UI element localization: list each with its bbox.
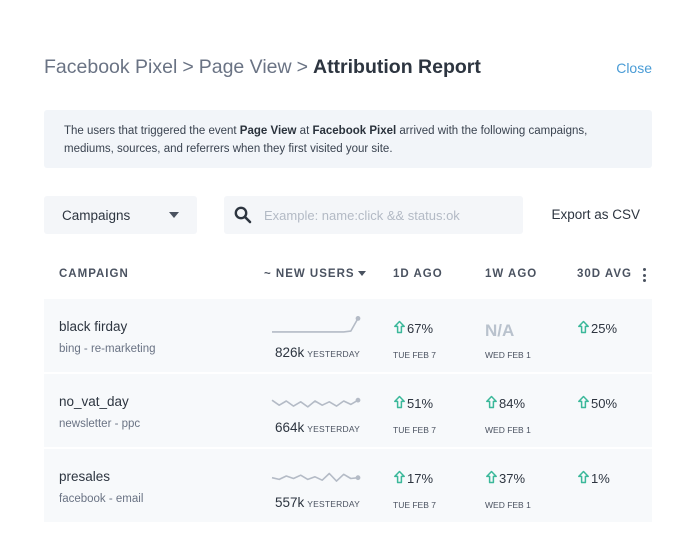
new-users-count: 826k YESTERDAY (275, 345, 360, 360)
arrow-up-icon (577, 470, 591, 487)
metric-date: WED FEB 1 (485, 350, 531, 360)
metric-value: 50% (591, 396, 618, 411)
table-row[interactable]: no_vat_day newsletter - ppc 664k YESTERDA… (44, 374, 652, 447)
sparkline-path (271, 472, 359, 482)
new-users-count: 557k YESTERDAY (275, 495, 360, 510)
metric-value: 25% (591, 321, 618, 336)
campaign-source: facebook - email (59, 493, 144, 505)
column-new-users[interactable]: ~ NEW USERS (264, 268, 366, 280)
page-title: Attribution Report (312, 56, 481, 78)
metric-1d: 17% (393, 470, 433, 487)
column-30d-avg[interactable]: 30D AVG (577, 268, 632, 280)
metric-30d: 1% (577, 470, 610, 487)
breadcrumb-page-view[interactable]: Page View (198, 56, 292, 78)
arrow-up-icon (577, 320, 591, 337)
count-value: 557k (275, 495, 305, 510)
column-new-users-label: ~ NEW USERS (264, 268, 355, 280)
info-text: at (296, 125, 313, 137)
arrow-up-icon (393, 470, 407, 487)
metric-30d: 25% (577, 320, 617, 337)
column-campaign[interactable]: CAMPAIGN (59, 268, 129, 280)
campaign-name: presales (59, 469, 111, 484)
sparkline (271, 472, 361, 482)
campaign-name: black firday (59, 319, 128, 334)
metric-date: TUE FEB 7 (393, 500, 436, 510)
dimension-select[interactable]: Campaigns (44, 196, 197, 234)
sparkline (272, 315, 361, 333)
breadcrumb-facebook-pixel[interactable]: Facebook Pixel (44, 56, 178, 78)
count-unit: YESTERDAY (307, 424, 360, 434)
table-row[interactable]: black firday bing - re-marketing 826k YES… (44, 299, 652, 372)
search-box[interactable] (224, 196, 523, 234)
metric-date: TUE FEB 7 (393, 425, 436, 435)
metric-date: WED FEB 1 (485, 425, 531, 435)
breadcrumb-separator: > (296, 56, 308, 78)
breadcrumb: Facebook Pixel > Page View > Attribution Rep… (44, 56, 481, 79)
info-source: Facebook Pixel (312, 125, 397, 137)
column-1d-ago[interactable]: 1D AGO (393, 268, 443, 280)
info-banner: The users that triggered the event Page … (44, 110, 652, 168)
metric-value: 1% (591, 471, 610, 486)
info-event: Page View (239, 125, 297, 137)
count-unit: YESTERDAY (307, 499, 360, 509)
arrow-up-icon (577, 395, 591, 412)
arrow-up-icon (393, 320, 407, 337)
metric-1w: 84% (485, 395, 525, 412)
close-button[interactable]: Close (616, 60, 652, 76)
metric-value: 84% (499, 396, 526, 411)
campaign-source: newsletter - ppc (59, 418, 141, 430)
export-csv-button[interactable]: Export as CSV (551, 207, 640, 222)
campaign-source: bing - re-marketing (59, 343, 156, 355)
breadcrumb-separator: > (182, 56, 194, 78)
column-1w-ago[interactable]: 1W AGO (485, 268, 538, 280)
metric-value: 17% (407, 471, 434, 486)
metric-value: 67% (407, 321, 434, 336)
sparkline-endpoint (355, 475, 361, 481)
table-row[interactable]: presales facebook - email 557k YESTERDAY … (44, 449, 652, 522)
info-text: arrived with the following campaigns, me… (64, 125, 588, 155)
new-users-count: 664k YESTERDAY (275, 420, 360, 435)
header: Facebook Pixel > Page View > Attribution Rep… (44, 56, 652, 84)
dimension-select-value: Campaigns (62, 207, 131, 223)
table-header: CAMPAIGN ~ NEW USERS 1D AGO 1W AGO 30D A… (44, 268, 652, 284)
sort-desc-icon (357, 271, 366, 277)
sparkline-endpoint (355, 397, 361, 403)
sparkline-endpoint (355, 315, 361, 321)
arrow-up-icon (485, 395, 499, 412)
count-unit: YESTERDAY (307, 349, 360, 359)
arrow-up-icon (393, 395, 407, 412)
more-vertical-icon[interactable] (643, 268, 647, 282)
metric-value: 51% (407, 396, 434, 411)
metric-1w: 37% (485, 470, 525, 487)
metric-date: TUE FEB 7 (393, 350, 436, 360)
metric-1d: 51% (393, 395, 433, 412)
search-input[interactable] (264, 207, 504, 223)
chevron-down-icon (169, 212, 179, 218)
metric-30d: 50% (577, 395, 617, 412)
metric-date: WED FEB 1 (485, 500, 531, 510)
toolbar: Campaigns Export as CSV (44, 196, 652, 234)
sparkline-path (271, 399, 359, 408)
info-text: The users that triggered the event (64, 125, 240, 137)
arrow-up-icon (485, 470, 499, 487)
count-value: 664k (275, 420, 305, 435)
sparkline-path (272, 318, 359, 333)
sparkline (271, 397, 361, 408)
count-value: 826k (275, 345, 305, 360)
metric-value: 37% (499, 471, 526, 486)
search-icon (234, 206, 252, 224)
campaign-name: no_vat_day (59, 394, 129, 409)
metric-1w-na: N/A (485, 321, 515, 340)
metric-1d: 67% (393, 320, 433, 337)
